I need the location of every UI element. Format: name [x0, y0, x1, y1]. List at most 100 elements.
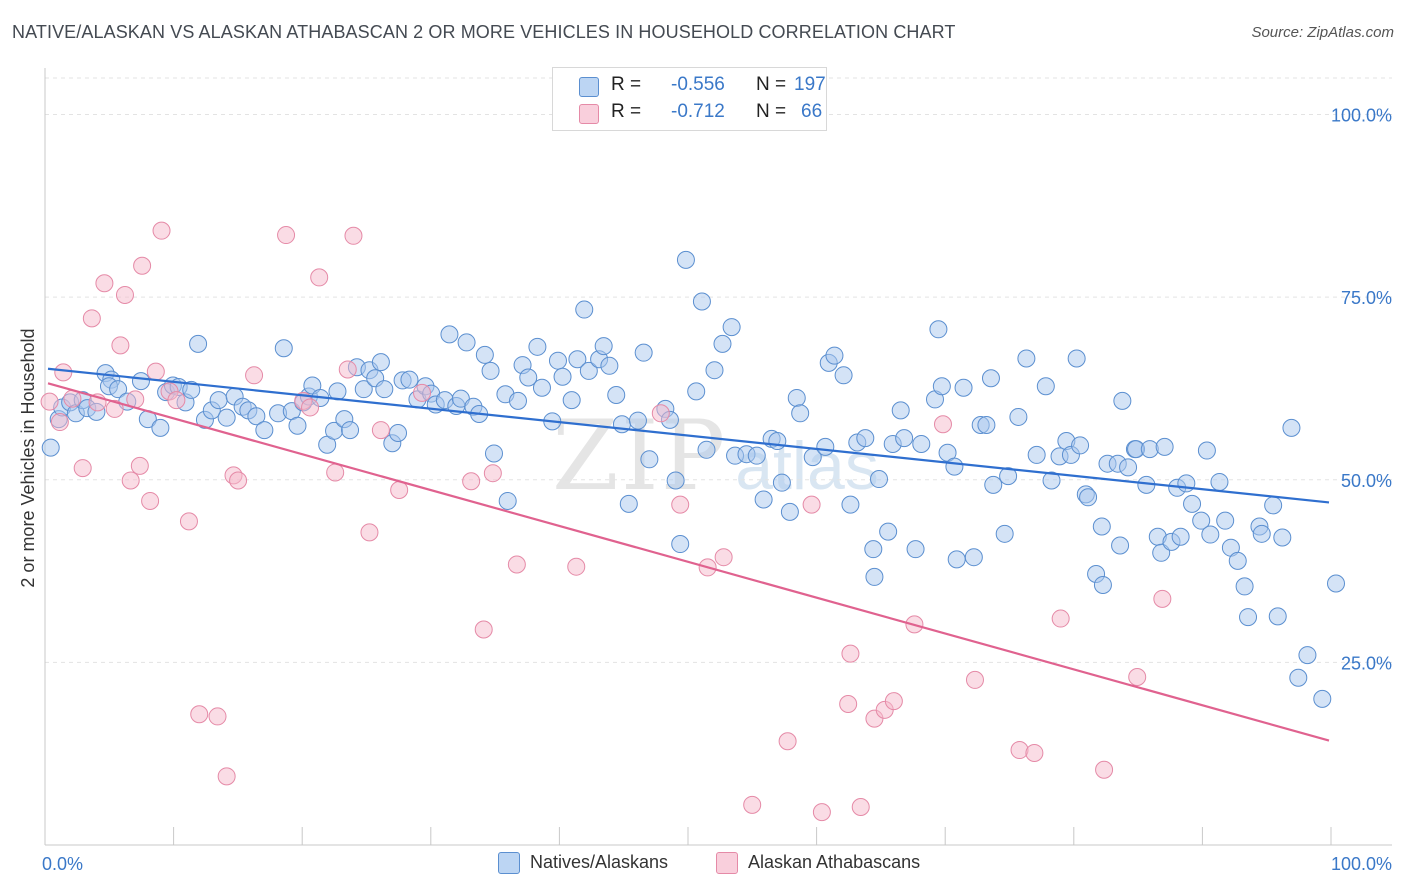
natives-point	[1009, 407, 1028, 426]
natives-point	[579, 361, 598, 380]
natives-point	[791, 404, 810, 423]
athabascans-point	[115, 285, 134, 304]
natives-point	[1282, 418, 1301, 437]
y-axis-label: 2 or more Vehicles in Household	[18, 328, 38, 587]
athabascans-point	[146, 362, 165, 381]
natives-point	[528, 337, 547, 356]
y-tick-label: 25.0%	[1341, 653, 1392, 673]
natives-point	[1313, 689, 1332, 708]
natives-point	[1183, 494, 1202, 513]
athabascans-point	[40, 392, 59, 411]
natives-point	[984, 475, 1003, 494]
natives-point	[354, 380, 373, 399]
athabascans-point	[1010, 741, 1029, 760]
natives-point	[705, 361, 724, 380]
natives-point	[692, 292, 711, 311]
natives-point	[945, 457, 964, 476]
natives-point	[1228, 551, 1247, 570]
athabascans-point	[344, 226, 363, 245]
natives-point	[676, 250, 695, 269]
natives-point	[189, 334, 208, 353]
athabascans-point	[802, 495, 821, 514]
natives-point	[498, 491, 517, 510]
natives-point	[247, 407, 266, 426]
natives-point	[553, 367, 572, 386]
natives-point	[481, 361, 500, 380]
natives-point	[1171, 527, 1190, 546]
x-tick-label-min: 0.0%	[42, 854, 83, 874]
athabascans-r-label: R =	[611, 101, 642, 122]
athabascans-r-value: -0.712	[671, 101, 725, 122]
athabascans-point	[714, 548, 733, 567]
natives-point	[954, 378, 973, 397]
natives-point	[1268, 607, 1287, 626]
natives-point	[600, 356, 619, 375]
natives-point	[532, 378, 551, 397]
athabascans-point	[310, 268, 329, 287]
natives-point	[964, 548, 983, 567]
athabascans-point	[73, 459, 92, 478]
athabascans-point	[338, 360, 357, 379]
natives-point	[109, 380, 128, 399]
legend-natives-swatch	[498, 852, 520, 874]
y-tick-label: 75.0%	[1341, 288, 1392, 308]
natives-swatch	[579, 77, 599, 97]
natives-point	[1264, 496, 1283, 515]
athabascans-point	[190, 705, 209, 724]
athabascans-point	[360, 523, 379, 542]
natives-point	[457, 333, 476, 352]
natives-point	[787, 388, 806, 407]
natives-point	[607, 386, 626, 405]
natives-point	[1216, 511, 1235, 530]
natives-point	[389, 424, 408, 443]
athabascans-point	[371, 421, 390, 440]
natives-point	[1111, 536, 1130, 555]
athabascans-point	[229, 471, 248, 490]
natives-point	[825, 346, 844, 365]
athabascans-trend-line	[47, 382, 1330, 742]
natives-point	[856, 429, 875, 448]
natives-point	[371, 353, 390, 372]
athabascans-point	[50, 413, 69, 432]
athabascans-point	[141, 491, 160, 510]
natives-point	[772, 473, 791, 492]
x-tick-label-max: 100.0%	[1331, 854, 1392, 874]
athabascans-point	[1051, 609, 1070, 628]
athabascans-point	[121, 471, 140, 490]
athabascans-point	[130, 456, 149, 475]
athabascans-point	[179, 512, 198, 531]
natives-point	[594, 337, 613, 356]
natives-point	[255, 421, 274, 440]
athabascans-point	[105, 399, 124, 418]
natives-point	[182, 380, 201, 399]
natives-point	[912, 434, 931, 453]
natives-point	[1092, 517, 1111, 536]
natives-point	[151, 418, 170, 437]
natives-trend-line	[47, 367, 1330, 504]
natives-point	[341, 421, 360, 440]
legend-athabascans-label: Alaskan Athabascans	[748, 852, 921, 872]
natives-point	[508, 391, 527, 410]
natives-point	[475, 345, 494, 364]
athabascans-point	[217, 767, 236, 786]
natives-point	[568, 350, 587, 369]
natives-point	[1036, 377, 1055, 396]
natives-point	[1239, 608, 1258, 627]
natives-point	[1027, 445, 1046, 464]
natives-point	[1155, 437, 1174, 456]
athabascans-point	[95, 274, 114, 293]
athabascans-point	[778, 732, 797, 751]
natives-point	[816, 437, 835, 456]
natives-point	[671, 535, 690, 554]
natives-point	[1192, 511, 1211, 530]
natives-point	[834, 366, 853, 385]
natives-point	[981, 369, 1000, 388]
natives-point	[375, 380, 394, 399]
natives-point	[754, 490, 773, 509]
natives-point	[1017, 349, 1036, 368]
natives-point	[895, 429, 914, 448]
natives-point	[1042, 471, 1061, 490]
athabascans-point	[965, 670, 984, 689]
athabascans-point	[933, 415, 952, 434]
natives-point	[562, 391, 581, 410]
